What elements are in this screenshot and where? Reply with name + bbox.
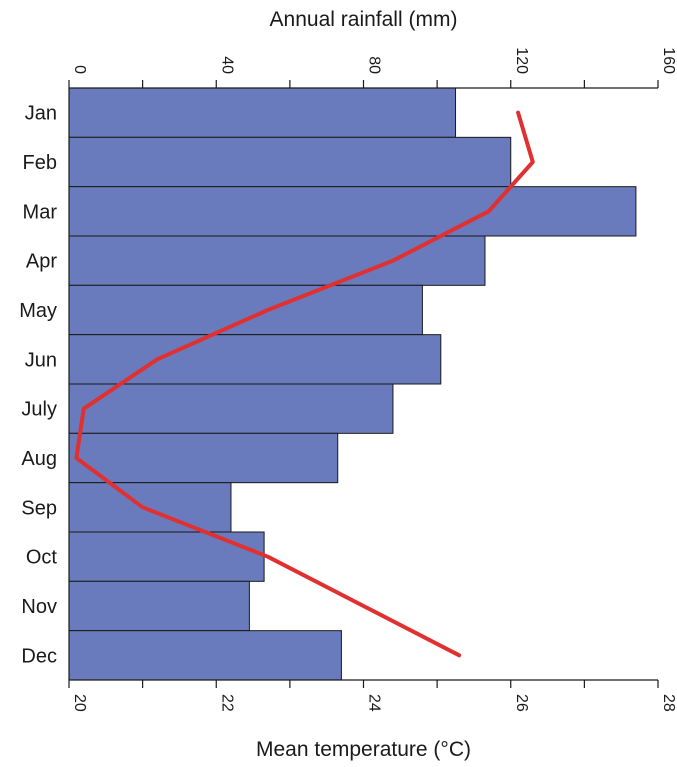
category-label: Sep — [21, 497, 57, 519]
axis-ticks: 0 40 80 120 160 20 22 24 26 28 — [68, 47, 677, 712]
rainfall-bar — [68, 432, 339, 484]
temperature-axis-title: Mean temperature (°C) — [256, 738, 471, 761]
category-label: Jun — [25, 349, 57, 371]
rainfall-bar — [68, 334, 442, 385]
rainfall-bar — [68, 235, 486, 286]
rainfall-bar — [68, 284, 423, 336]
category-label: May — [19, 300, 57, 322]
rainfall-axis-title: Annual rainfall (mm) — [270, 8, 458, 31]
rainfall-bar — [68, 580, 250, 632]
temperature-tick-label: 28 — [660, 694, 677, 712]
category-label: Nov — [21, 596, 57, 618]
category-label: Aug — [21, 448, 57, 470]
temperature-tick-label: 26 — [513, 694, 530, 712]
rainfall-tick-label: 80 — [366, 56, 383, 74]
rainfall-tick-label: 120 — [513, 47, 530, 74]
rainfall-bar — [68, 630, 342, 681]
rainfall-bar — [68, 482, 232, 533]
rainfall-bar — [68, 87, 457, 138]
category-labels: Jan Feb Mar Apr May Jun July Aug Sep Oct Nov Dec — [19, 103, 57, 668]
rainfall-bar — [68, 186, 637, 237]
rainfall-tick-label: 40 — [218, 56, 235, 74]
temperature-tick-label: 20 — [71, 694, 88, 712]
category-label: Dec — [21, 645, 57, 667]
temperature-line-layer — [74, 110, 535, 658]
category-label: Oct — [26, 547, 58, 569]
category-label: Feb — [23, 152, 57, 174]
rainfall-bar — [68, 531, 265, 582]
rainfall-bar — [68, 136, 512, 188]
category-label: Jan — [25, 103, 57, 125]
rainfall-tick-label: 0 — [71, 65, 88, 74]
temperature-line — [74, 110, 535, 658]
temperature-tick-label: 22 — [218, 694, 235, 712]
rainfall-bars — [68, 87, 637, 681]
rainfall-bar — [68, 383, 394, 434]
temperature-tick-label: 24 — [366, 694, 383, 712]
rainfall-tick-label: 160 — [660, 47, 677, 74]
category-label: Apr — [26, 251, 57, 273]
category-label: Mar — [23, 201, 58, 223]
category-label: July — [21, 399, 57, 421]
